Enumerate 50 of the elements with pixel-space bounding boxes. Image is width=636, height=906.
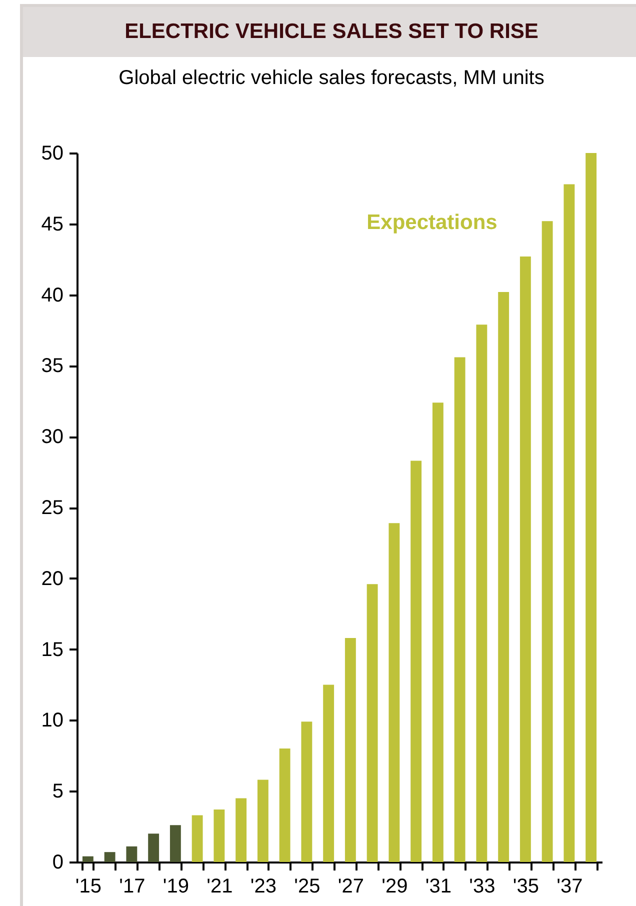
bar [236, 798, 247, 862]
bar [476, 324, 488, 862]
y-tick-label: 10 [41, 710, 64, 732]
y-tick-label: 0 [52, 852, 64, 874]
bar [126, 846, 138, 862]
x-tick-label: '19 [162, 876, 189, 898]
bar [257, 780, 268, 862]
y-tick-label: 50 [41, 142, 64, 164]
bar [432, 402, 444, 862]
x-tick-label: '25 [294, 876, 320, 898]
bar [192, 815, 203, 862]
y-tick-label: 5 [52, 780, 64, 803]
chart-subtitle: Global electric vehicle sales forecasts, MM units [118, 67, 546, 90]
x-tick-label: '35 [512, 876, 539, 898]
y-tick-label: 40 [41, 284, 64, 306]
bar [410, 460, 422, 862]
bar [104, 852, 116, 862]
series-label: Expectations [366, 211, 498, 234]
bar [148, 834, 160, 862]
bar [301, 722, 312, 862]
x-tick-label: '23 [250, 876, 276, 898]
bar [214, 810, 225, 862]
x-tick-label: '15 [75, 876, 102, 898]
y-tick-label: 45 [41, 213, 64, 236]
bar [344, 638, 356, 862]
bar [586, 153, 597, 862]
y-tick-label: 20 [41, 568, 64, 590]
x-tick-label: '21 [206, 876, 233, 898]
x-tick-label: '17 [119, 876, 146, 898]
x-tick-label: '31 [425, 876, 452, 898]
bar [279, 748, 290, 862]
x-tick-label: '27 [338, 876, 364, 898]
y-tick-label: 30 [41, 426, 64, 448]
bar [82, 856, 94, 862]
chart-title: ELECTRIC VEHICLE SALES SET TO RISE [23, 7, 636, 57]
y-tick-label: 25 [41, 497, 64, 519]
bar [520, 256, 531, 862]
bar [564, 184, 575, 862]
bar [498, 292, 510, 862]
x-tick-label: '37 [556, 876, 583, 898]
y-tick-label: 15 [41, 638, 64, 661]
bar [388, 523, 400, 862]
x-tick-label: '29 [382, 876, 408, 898]
x-tick-label: '33 [469, 876, 496, 898]
bar [170, 825, 181, 862]
bar [366, 584, 378, 862]
y-tick-label: 35 [41, 355, 64, 378]
bar [454, 357, 466, 862]
bar [323, 684, 334, 862]
bar [542, 221, 553, 862]
